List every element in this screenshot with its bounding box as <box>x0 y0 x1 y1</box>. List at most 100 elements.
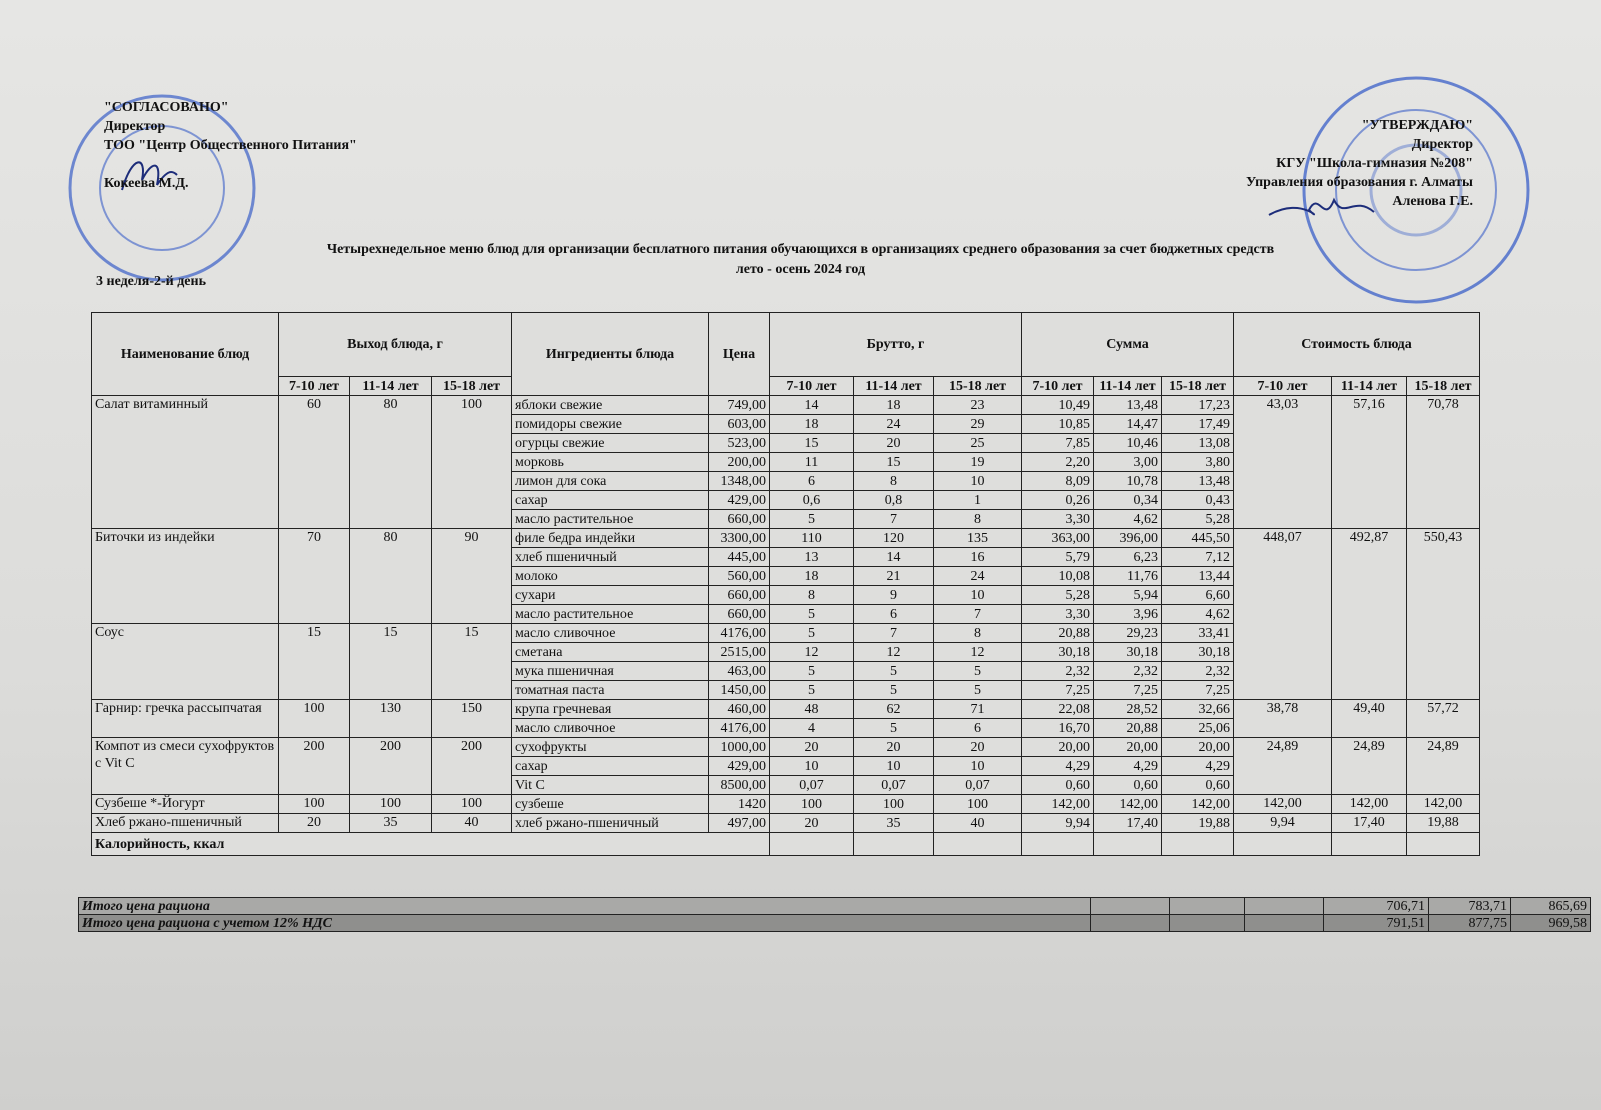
ingredient-price: 603,00 <box>708 414 770 434</box>
ingredient-gross: 100 <box>853 794 934 814</box>
header-gross-age: 7-10 лет <box>769 376 854 396</box>
ingredient-sum: 7,25 <box>1021 680 1094 700</box>
ingredient-gross: 62 <box>853 699 934 719</box>
dish-cost: 38,78 <box>1233 699 1332 738</box>
ingredient-sum: 363,00 <box>1021 528 1094 548</box>
header-output-age: 11-14 лет <box>349 376 432 396</box>
calories-cell <box>1406 832 1480 856</box>
ingredient-price: 1348,00 <box>708 471 770 491</box>
ingredient-name: сухари <box>511 585 709 605</box>
ingredient-sum: 25,06 <box>1161 718 1234 738</box>
table-row: Компот из смеси сухофруктов с Vit C 200 20… <box>91 737 1480 795</box>
dish-cost: 142,00 <box>1331 794 1407 814</box>
approval-position: Директор <box>1411 137 1473 152</box>
ingredient-price: 523,00 <box>708 433 770 453</box>
ingredient-gross: 11 <box>769 452 854 472</box>
table-row: Сузбеше *-Йогурт 100 100 100 сузбеше 1420 100 1… <box>91 794 1480 814</box>
dish-output: 200 <box>278 737 350 795</box>
approval-organization: КГУ "Школа-гимназия №208" <box>1276 156 1473 171</box>
dish-output: 15 <box>278 623 350 700</box>
ingredient-sum: 20,00 <box>1093 737 1162 757</box>
dish-cost: 57,16 <box>1331 395 1407 529</box>
ingredient-sum: 4,62 <box>1093 509 1162 529</box>
ingredient-sum: 19,88 <box>1161 813 1234 833</box>
ingredient-gross: 5 <box>853 680 934 700</box>
ingredient-gross: 5 <box>769 623 854 643</box>
calories-cell <box>853 832 934 856</box>
ingredient-sum: 30,18 <box>1161 642 1234 662</box>
total-row: Итого цена рациона с учетом 12% НДС 791,5… <box>78 914 1591 932</box>
ingredient-gross: 48 <box>769 699 854 719</box>
ingredient-name: томатная паста <box>511 680 709 700</box>
header-output-age: 15-18 лет <box>431 376 512 396</box>
ingredient-gross: 5 <box>769 680 854 700</box>
dish-output: 80 <box>349 395 432 529</box>
document-title: Четырехнедельное меню блюд для организац… <box>326 242 1275 257</box>
ingredient-sum: 29,23 <box>1093 623 1162 643</box>
ingredient-price: 1450,00 <box>708 680 770 700</box>
ingredient-sum: 10,08 <box>1021 566 1094 586</box>
ingredient-gross: 35 <box>853 813 934 833</box>
ingredient-gross: 16 <box>933 547 1022 567</box>
signature-left-icon <box>121 161 178 191</box>
dish-output: 100 <box>349 794 432 814</box>
ingredient-sum: 32,66 <box>1161 699 1234 719</box>
dish-output: 90 <box>431 528 512 624</box>
ingredient-sum: 0,43 <box>1161 490 1234 510</box>
total-empty-cell <box>1090 897 1170 915</box>
ingredient-sum: 13,44 <box>1161 566 1234 586</box>
ingredient-gross: 23 <box>933 395 1022 415</box>
total-empty-cell <box>1244 914 1324 932</box>
ingredient-gross: 24 <box>933 566 1022 586</box>
dish-cost: 24,89 <box>1233 737 1332 795</box>
ingredient-name: яблоки свежие <box>511 395 709 415</box>
ingredient-sum: 6,60 <box>1161 585 1234 605</box>
dish-output: 100 <box>278 794 350 814</box>
table-row: морковь 200,00 11 15 19 2,20 3,00 3,80 <box>92 452 1480 472</box>
ingredient-gross: 13 <box>769 547 854 567</box>
ingredient-sum: 2,32 <box>1161 661 1234 681</box>
approval-right: "УТВЕРЖДАЮ" Директор КГУ "Школа-гимназия… <box>1246 116 1473 211</box>
table-row: томатная паста 1450,00 5 5 5 7,25 7,25 7,25 <box>92 680 1480 700</box>
ingredient-sum: 10,78 <box>1093 471 1162 491</box>
ingredient-sum: 445,50 <box>1161 528 1234 548</box>
ingredient-gross: 18 <box>769 566 854 586</box>
ingredient-sum: 7,12 <box>1161 547 1234 567</box>
header-gross-age: 11-14 лет <box>853 376 934 396</box>
ingredient-gross: 20 <box>853 433 934 453</box>
dish-cost: 19,88 <box>1406 813 1480 833</box>
ingredient-gross: 12 <box>769 642 854 662</box>
ingredient-sum: 20,88 <box>1093 718 1162 738</box>
calories-label: Калорийность, ккал <box>91 832 770 856</box>
ingredient-price: 429,00 <box>708 490 770 510</box>
approval-heading: "УТВЕРЖДАЮ" <box>1361 118 1473 133</box>
ingredient-gross: 20 <box>933 737 1022 757</box>
header-output: Выход блюда, г <box>278 312 512 377</box>
dish-output: 60 <box>278 395 350 529</box>
ingredient-sum: 142,00 <box>1093 794 1162 814</box>
ingredient-gross: 7 <box>853 509 934 529</box>
ingredient-gross: 20 <box>769 813 854 833</box>
ingredient-name: морковь <box>511 452 709 472</box>
ingredient-gross: 0,07 <box>769 775 854 795</box>
ingredient-sum: 8,09 <box>1021 471 1094 491</box>
table-row: сахар 429,00 10 10 10 4,29 4,29 4,29 <box>92 756 1480 776</box>
dish-name: Гарнир: гречка рассыпчатая <box>91 699 279 738</box>
dish-name: Салат витаминный <box>91 395 279 529</box>
dish-output: 15 <box>349 623 432 700</box>
ingredient-gross: 5 <box>933 680 1022 700</box>
ingredient-gross: 15 <box>853 452 934 472</box>
ingredient-name: сухофрукты <box>511 737 709 757</box>
dish-cost: 24,89 <box>1331 737 1407 795</box>
dish-output: 200 <box>349 737 432 795</box>
ingredient-sum: 7,85 <box>1021 433 1094 453</box>
ingredient-sum: 9,94 <box>1021 813 1094 833</box>
total-value: 706,71 <box>1323 897 1429 915</box>
calories-cell <box>1161 832 1234 856</box>
ingredient-gross: 29 <box>933 414 1022 434</box>
ingredient-name: филе бедра индейки <box>511 528 709 548</box>
table-row: хлеб пшеничный 445,00 13 14 16 5,79 6,23 7,12 <box>92 547 1480 567</box>
ingredient-price: 445,00 <box>708 547 770 567</box>
total-value: 969,58 <box>1510 914 1591 932</box>
ingredient-gross: 40 <box>933 813 1022 833</box>
